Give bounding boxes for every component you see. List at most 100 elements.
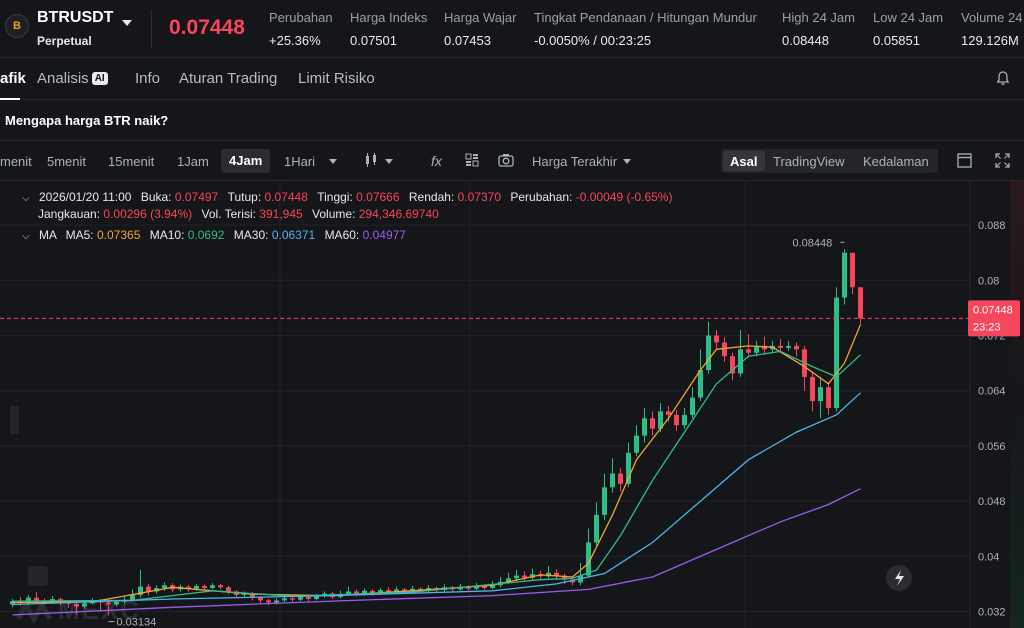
candle bbox=[210, 583, 215, 590]
candle-body bbox=[210, 585, 215, 588]
candle-body bbox=[786, 345, 791, 348]
candle-body bbox=[250, 593, 255, 598]
indicator-fx-icon[interactable]: fx bbox=[431, 153, 442, 169]
price-tick-label: 0.04 bbox=[978, 551, 999, 563]
news-link[interactable]: Mengapa harga BTR naik? bbox=[5, 113, 169, 128]
candle-body bbox=[658, 411, 663, 429]
tab-risk-limit[interactable]: Limit Risiko bbox=[298, 70, 375, 87]
chart-settings-button[interactable] bbox=[28, 566, 48, 586]
candle-body bbox=[114, 601, 119, 605]
price-tick-label: 0.088 bbox=[978, 220, 1006, 232]
candle-body bbox=[714, 335, 719, 343]
collapse-icon[interactable]: ⌵ bbox=[22, 231, 30, 242]
timeframe-5m[interactable]: 5menit bbox=[47, 154, 87, 169]
close-value: 0.07448 bbox=[264, 190, 308, 204]
candle-body bbox=[674, 414, 679, 426]
candle bbox=[530, 568, 535, 580]
ma30-value: 0.06371 bbox=[271, 228, 316, 242]
candle-body bbox=[530, 574, 535, 578]
index-price-value: 0.07501 bbox=[350, 33, 397, 48]
fair-price-value: 0.07453 bbox=[444, 33, 491, 48]
candle-body bbox=[82, 603, 87, 607]
candle bbox=[130, 589, 135, 602]
candle-body bbox=[386, 590, 391, 593]
candle bbox=[690, 387, 695, 419]
view-depth[interactable]: Kedalaman bbox=[863, 154, 929, 169]
candle-body bbox=[858, 287, 863, 319]
layout-grid-icon[interactable] bbox=[465, 153, 479, 167]
tab-trading-rules[interactable]: Aturan Trading bbox=[179, 70, 278, 87]
candle-body bbox=[826, 387, 831, 408]
last-price: 0.07448 bbox=[169, 16, 245, 39]
candle-body bbox=[162, 585, 167, 588]
candle-body bbox=[306, 596, 311, 600]
ma-label: MA bbox=[38, 228, 57, 242]
timeframe-1h[interactable]: 1Jam bbox=[177, 154, 209, 169]
candle-body bbox=[258, 597, 263, 601]
candle-body bbox=[514, 575, 519, 579]
view-original[interactable]: Asal bbox=[730, 154, 758, 169]
tab-info[interactable]: Info bbox=[135, 70, 161, 87]
candle-body bbox=[666, 411, 671, 415]
timeframe-1m[interactable]: menit bbox=[0, 154, 32, 169]
timeframe-15m[interactable]: 15menit bbox=[108, 154, 155, 169]
price-tick-label: 0.08 bbox=[978, 275, 999, 287]
symbol-name[interactable]: BTRUSDT bbox=[37, 9, 114, 26]
candle-body bbox=[746, 349, 751, 353]
candle-type-icon[interactable] bbox=[364, 152, 378, 168]
low-value: 0.07370 bbox=[457, 190, 501, 204]
candle bbox=[826, 382, 831, 415]
price-source-select[interactable]: Harga Terakhir bbox=[532, 154, 618, 169]
tab-analysis[interactable]: Analisis AI bbox=[37, 70, 108, 87]
candle-body bbox=[226, 587, 231, 592]
candle-body bbox=[682, 414, 687, 426]
timeframe-1d[interactable]: 1Hari bbox=[284, 154, 316, 169]
ma60-label: MA60: bbox=[324, 228, 360, 242]
chevron-down-icon[interactable] bbox=[623, 159, 631, 164]
volume-label: Volume: bbox=[312, 207, 356, 221]
collapse-icon[interactable]: ⌵ bbox=[22, 193, 30, 204]
change-label: Perubahan: bbox=[510, 190, 573, 204]
candle-body bbox=[690, 397, 695, 415]
current-price-label: 0.07448 bbox=[973, 304, 1013, 316]
change-label: Perubahan bbox=[269, 10, 333, 25]
candle bbox=[290, 596, 295, 602]
camera-icon[interactable] bbox=[498, 153, 514, 167]
symbol-dropdown-icon[interactable] bbox=[122, 20, 132, 26]
view-tradingview[interactable]: TradingView bbox=[773, 154, 845, 169]
candle bbox=[10, 599, 15, 608]
candle-body bbox=[394, 589, 399, 593]
candle-body bbox=[506, 578, 511, 582]
legend-date: 2026/01/20 11:00 bbox=[38, 190, 132, 204]
window-icon[interactable] bbox=[957, 153, 972, 168]
price-scale-gradient bbox=[1010, 181, 1024, 628]
candle-body bbox=[106, 602, 111, 605]
candle-body bbox=[410, 588, 415, 592]
candle-body bbox=[378, 590, 383, 594]
candle-body bbox=[850, 252, 855, 288]
range-label: Jangkauan: bbox=[38, 207, 101, 221]
fullscreen-icon[interactable] bbox=[995, 153, 1010, 168]
candle-body bbox=[10, 601, 15, 605]
candle-body bbox=[202, 585, 207, 588]
candle bbox=[714, 330, 719, 350]
price-chart[interactable]: MEXC 0.0880.080.0720.0640.0560.0480.040.… bbox=[0, 181, 1024, 628]
left-panel-handle[interactable] bbox=[10, 406, 19, 434]
candle-body bbox=[594, 514, 599, 543]
active-tab-indicator bbox=[0, 98, 20, 100]
chevron-down-icon[interactable] bbox=[385, 159, 393, 164]
high-value: 0.07666 bbox=[356, 190, 400, 204]
low-24h-value: 0.05851 bbox=[873, 33, 920, 48]
current-price-tag bbox=[968, 300, 1020, 337]
tab-chart[interactable]: afik bbox=[0, 70, 26, 87]
candle bbox=[626, 442, 631, 488]
candle bbox=[618, 467, 623, 492]
candle-body bbox=[186, 586, 191, 589]
timeframe-more-icon[interactable] bbox=[329, 159, 337, 164]
ohlc-legend: ⌵ 2026/01/20 11:00 Buka: 0.07497 Tutup: … bbox=[22, 190, 672, 204]
candle bbox=[106, 601, 111, 616]
bell-icon[interactable] bbox=[995, 70, 1011, 86]
timeframe-4h[interactable]: 4Jam bbox=[221, 149, 271, 173]
candle-body bbox=[698, 370, 703, 398]
